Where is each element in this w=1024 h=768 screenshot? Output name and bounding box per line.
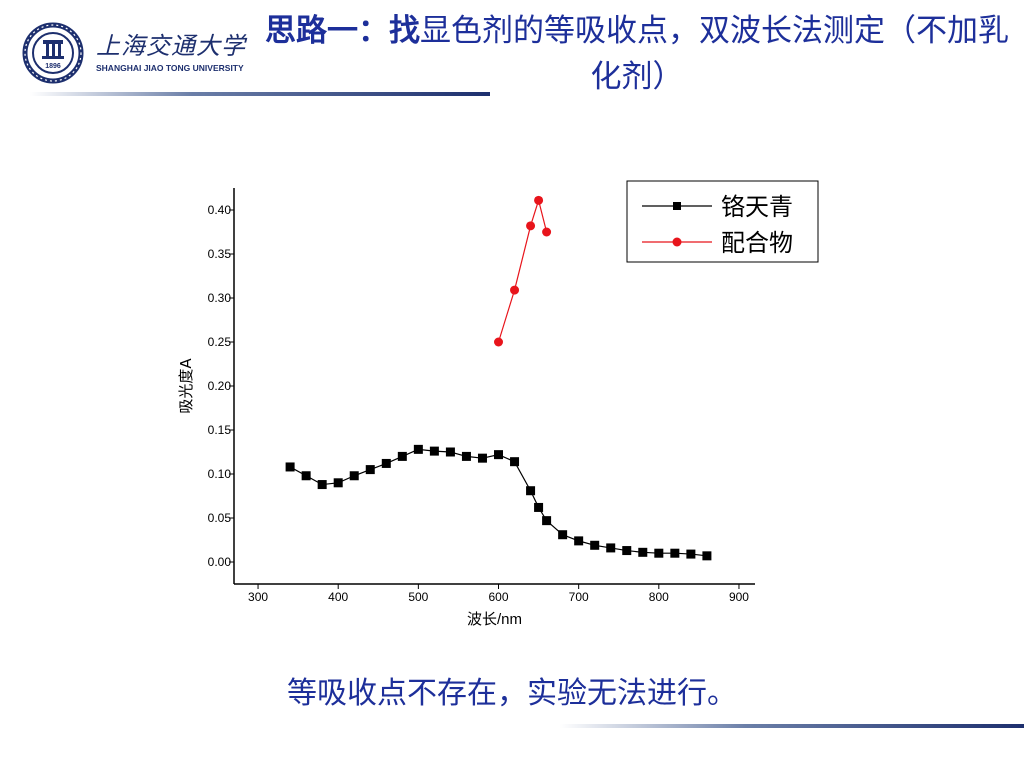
data-point-series-1	[670, 548, 680, 558]
legend-label-2: 配合物	[721, 229, 793, 257]
y-axis-label: 吸光度A	[177, 358, 195, 414]
legend-box	[626, 180, 819, 263]
data-point-series-1	[381, 458, 391, 468]
data-point-series-1	[317, 480, 327, 490]
data-point-series-1	[333, 478, 343, 488]
university-logo: 1896 上海交通大学 SHANGHAI JIAO TONG UNIVERSIT…	[22, 22, 262, 84]
y-tick-label: 0.25	[208, 335, 232, 349]
data-point-series-1	[654, 548, 664, 558]
data-point-series-1	[349, 471, 359, 481]
x-tick-label: 500	[408, 590, 428, 604]
x-axis-label: 波长/nm	[467, 611, 522, 628]
data-point-series-1	[301, 471, 311, 481]
y-tick-label: 0.40	[208, 203, 232, 217]
x-tick-label: 800	[649, 590, 669, 604]
data-point-series-1	[558, 530, 568, 540]
legend-marker-1	[673, 202, 681, 210]
data-point-series-2	[526, 221, 536, 231]
university-name-en: SHANGHAI JIAO TONG UNIVERSITY	[96, 63, 244, 73]
data-point-series-2	[510, 285, 520, 295]
slide-title-rest: 显色剂的等吸收点，双波长法测定（不加乳化剂）	[420, 13, 1009, 95]
data-point-series-1	[686, 549, 696, 559]
data-point-series-1	[574, 536, 584, 546]
slide-title-bold: 思路一：找	[265, 13, 420, 49]
data-point-series-2	[542, 227, 552, 237]
y-tick-label: 0.35	[208, 247, 232, 261]
data-point-series-1	[461, 451, 471, 461]
y-tick-label: 0.00	[208, 555, 232, 569]
x-tick-label: 600	[488, 590, 508, 604]
header-divider	[30, 92, 490, 96]
series-line-1	[289, 448, 707, 557]
series-line-2	[497, 198, 548, 343]
legend-marker-2	[672, 237, 682, 247]
footer-divider	[560, 724, 1024, 728]
data-point-series-1	[445, 447, 455, 457]
y-tick-label: 0.05	[208, 511, 232, 525]
chart-series	[285, 195, 712, 561]
data-point-series-1	[397, 451, 407, 461]
y-tick-label: 0.15	[208, 423, 232, 437]
data-point-series-1	[494, 450, 504, 460]
x-tick-label: 700	[569, 590, 589, 604]
data-point-series-2	[534, 195, 544, 205]
x-tick-label: 900	[729, 590, 749, 604]
y-tick-label: 0.30	[208, 291, 232, 305]
data-point-series-1	[526, 486, 536, 496]
seal-year: 1896	[45, 63, 61, 70]
data-point-series-1	[365, 465, 375, 475]
conclusion-text: 等吸收点不存在，实验无法进行。	[287, 676, 737, 711]
data-point-series-1	[477, 453, 487, 463]
university-name-cn: 上海交通大学	[96, 32, 246, 60]
y-tick-label: 0.20	[208, 379, 232, 393]
data-point-series-1	[606, 543, 616, 553]
x-tick-label: 400	[328, 590, 348, 604]
slide-title: 思路一：找显色剂的等吸收点，双波长法测定（不加乳化剂）	[262, 8, 1012, 100]
legend-label-1: 铬天青	[721, 193, 793, 221]
data-point-series-1	[285, 462, 295, 472]
university-seal-icon: 1896	[22, 22, 84, 84]
data-point-series-1	[702, 551, 712, 561]
data-point-series-2	[494, 337, 504, 347]
data-point-series-1	[534, 502, 544, 512]
data-point-series-1	[429, 446, 439, 456]
y-tick-label: 0.10	[208, 467, 232, 481]
data-point-series-1	[510, 457, 520, 467]
x-tick-label: 300	[248, 590, 268, 604]
data-point-series-1	[413, 444, 423, 454]
data-point-series-1	[542, 516, 552, 526]
data-point-series-1	[622, 546, 632, 556]
data-point-series-1	[590, 540, 600, 550]
data-point-series-1	[638, 547, 648, 557]
chart-ticks: 300 400 500 600 700 800 900 0.00 0.05 0.10 0.15 0.2…	[208, 203, 750, 604]
